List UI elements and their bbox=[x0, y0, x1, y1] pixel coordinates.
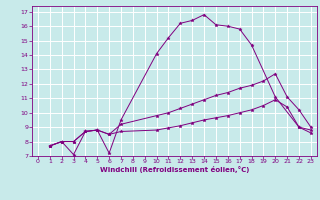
X-axis label: Windchill (Refroidissement éolien,°C): Windchill (Refroidissement éolien,°C) bbox=[100, 166, 249, 173]
